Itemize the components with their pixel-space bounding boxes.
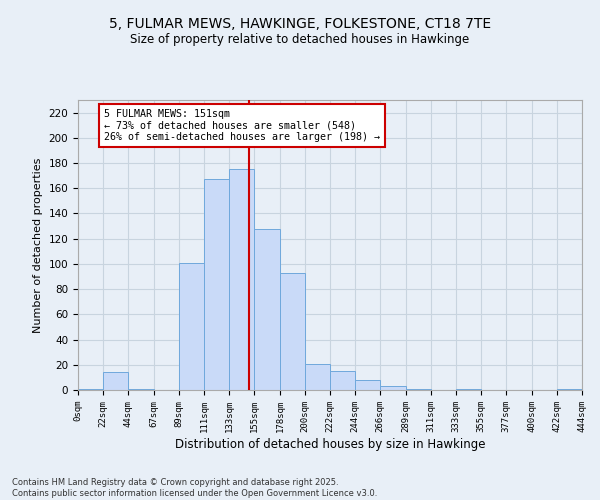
Bar (103, 372, 128, 390)
Bar (128, 388, 154, 390)
Bar (305, 364, 330, 390)
Y-axis label: Number of detached properties: Number of detached properties (33, 158, 43, 332)
Bar (78, 388, 103, 390)
Bar (330, 371, 355, 390)
Bar (204, 180, 229, 390)
Text: 5 FULMAR MEWS: 151sqm
← 73% of detached houses are smaller (548)
26% of semi-det: 5 FULMAR MEWS: 151sqm ← 73% of detached … (104, 109, 380, 142)
Bar (254, 228, 280, 390)
Bar (280, 272, 305, 390)
X-axis label: Distribution of detached houses by size in Hawkinge: Distribution of detached houses by size … (175, 438, 485, 450)
Text: 5, FULMAR MEWS, HAWKINGE, FOLKESTONE, CT18 7TE: 5, FULMAR MEWS, HAWKINGE, FOLKESTONE, CT… (109, 18, 491, 32)
Bar (456, 388, 481, 390)
Bar (355, 380, 380, 390)
Bar (557, 388, 582, 390)
Text: Size of property relative to detached houses in Hawkinge: Size of property relative to detached ho… (130, 32, 470, 46)
Bar (380, 386, 406, 390)
Bar (229, 170, 254, 390)
Text: Contains HM Land Registry data © Crown copyright and database right 2025.
Contai: Contains HM Land Registry data © Crown c… (12, 478, 377, 498)
Bar (179, 262, 204, 390)
Bar (406, 388, 431, 390)
